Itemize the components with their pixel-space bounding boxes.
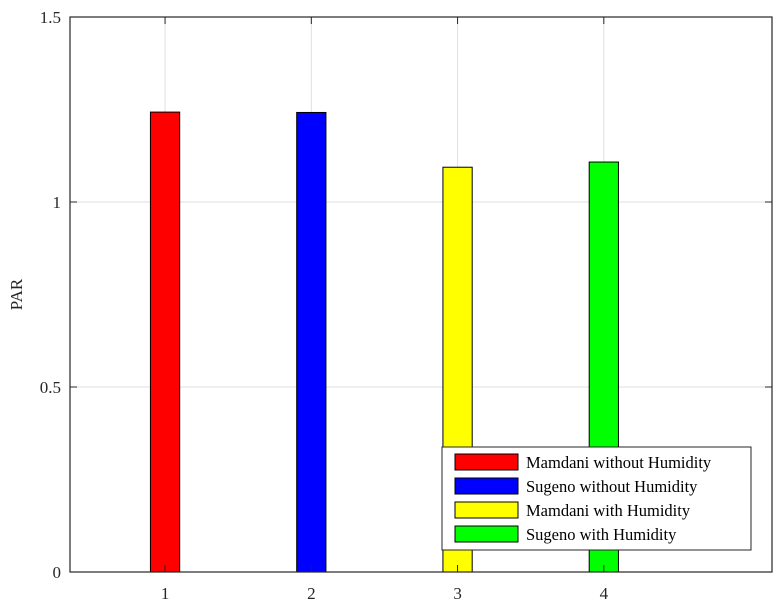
y-axis-label: PAR xyxy=(7,278,26,310)
legend-swatch xyxy=(454,477,519,495)
legend-label: Sugeno with Humidity xyxy=(526,525,677,544)
ticks: 1 2 3 4 0 0.5 1 1.5 xyxy=(40,8,772,603)
legend-swatch xyxy=(454,453,519,471)
y-tick-label: 0.5 xyxy=(40,378,61,397)
bar xyxy=(296,111,327,573)
legend-label: Mamdani with Humidity xyxy=(526,501,691,520)
legend-label: Sugeno without Humidity xyxy=(526,477,698,496)
x-tick-label: 1 xyxy=(161,584,170,603)
legend-swatch xyxy=(454,525,519,543)
y-tick-label: 1 xyxy=(53,193,62,212)
x-tick-label: 3 xyxy=(453,584,462,603)
x-tick-label: 4 xyxy=(600,584,609,603)
legend: Mamdani without Humidity Sugeno without H… xyxy=(441,446,752,551)
legend-swatch xyxy=(454,501,519,519)
x-tick-label: 2 xyxy=(307,584,316,603)
bar xyxy=(149,111,181,573)
axes-box xyxy=(69,16,773,573)
y-tick-label: 0 xyxy=(53,563,62,582)
y-tick-label: 1.5 xyxy=(40,8,61,27)
legend-label: Mamdani without Humidity xyxy=(526,453,712,472)
